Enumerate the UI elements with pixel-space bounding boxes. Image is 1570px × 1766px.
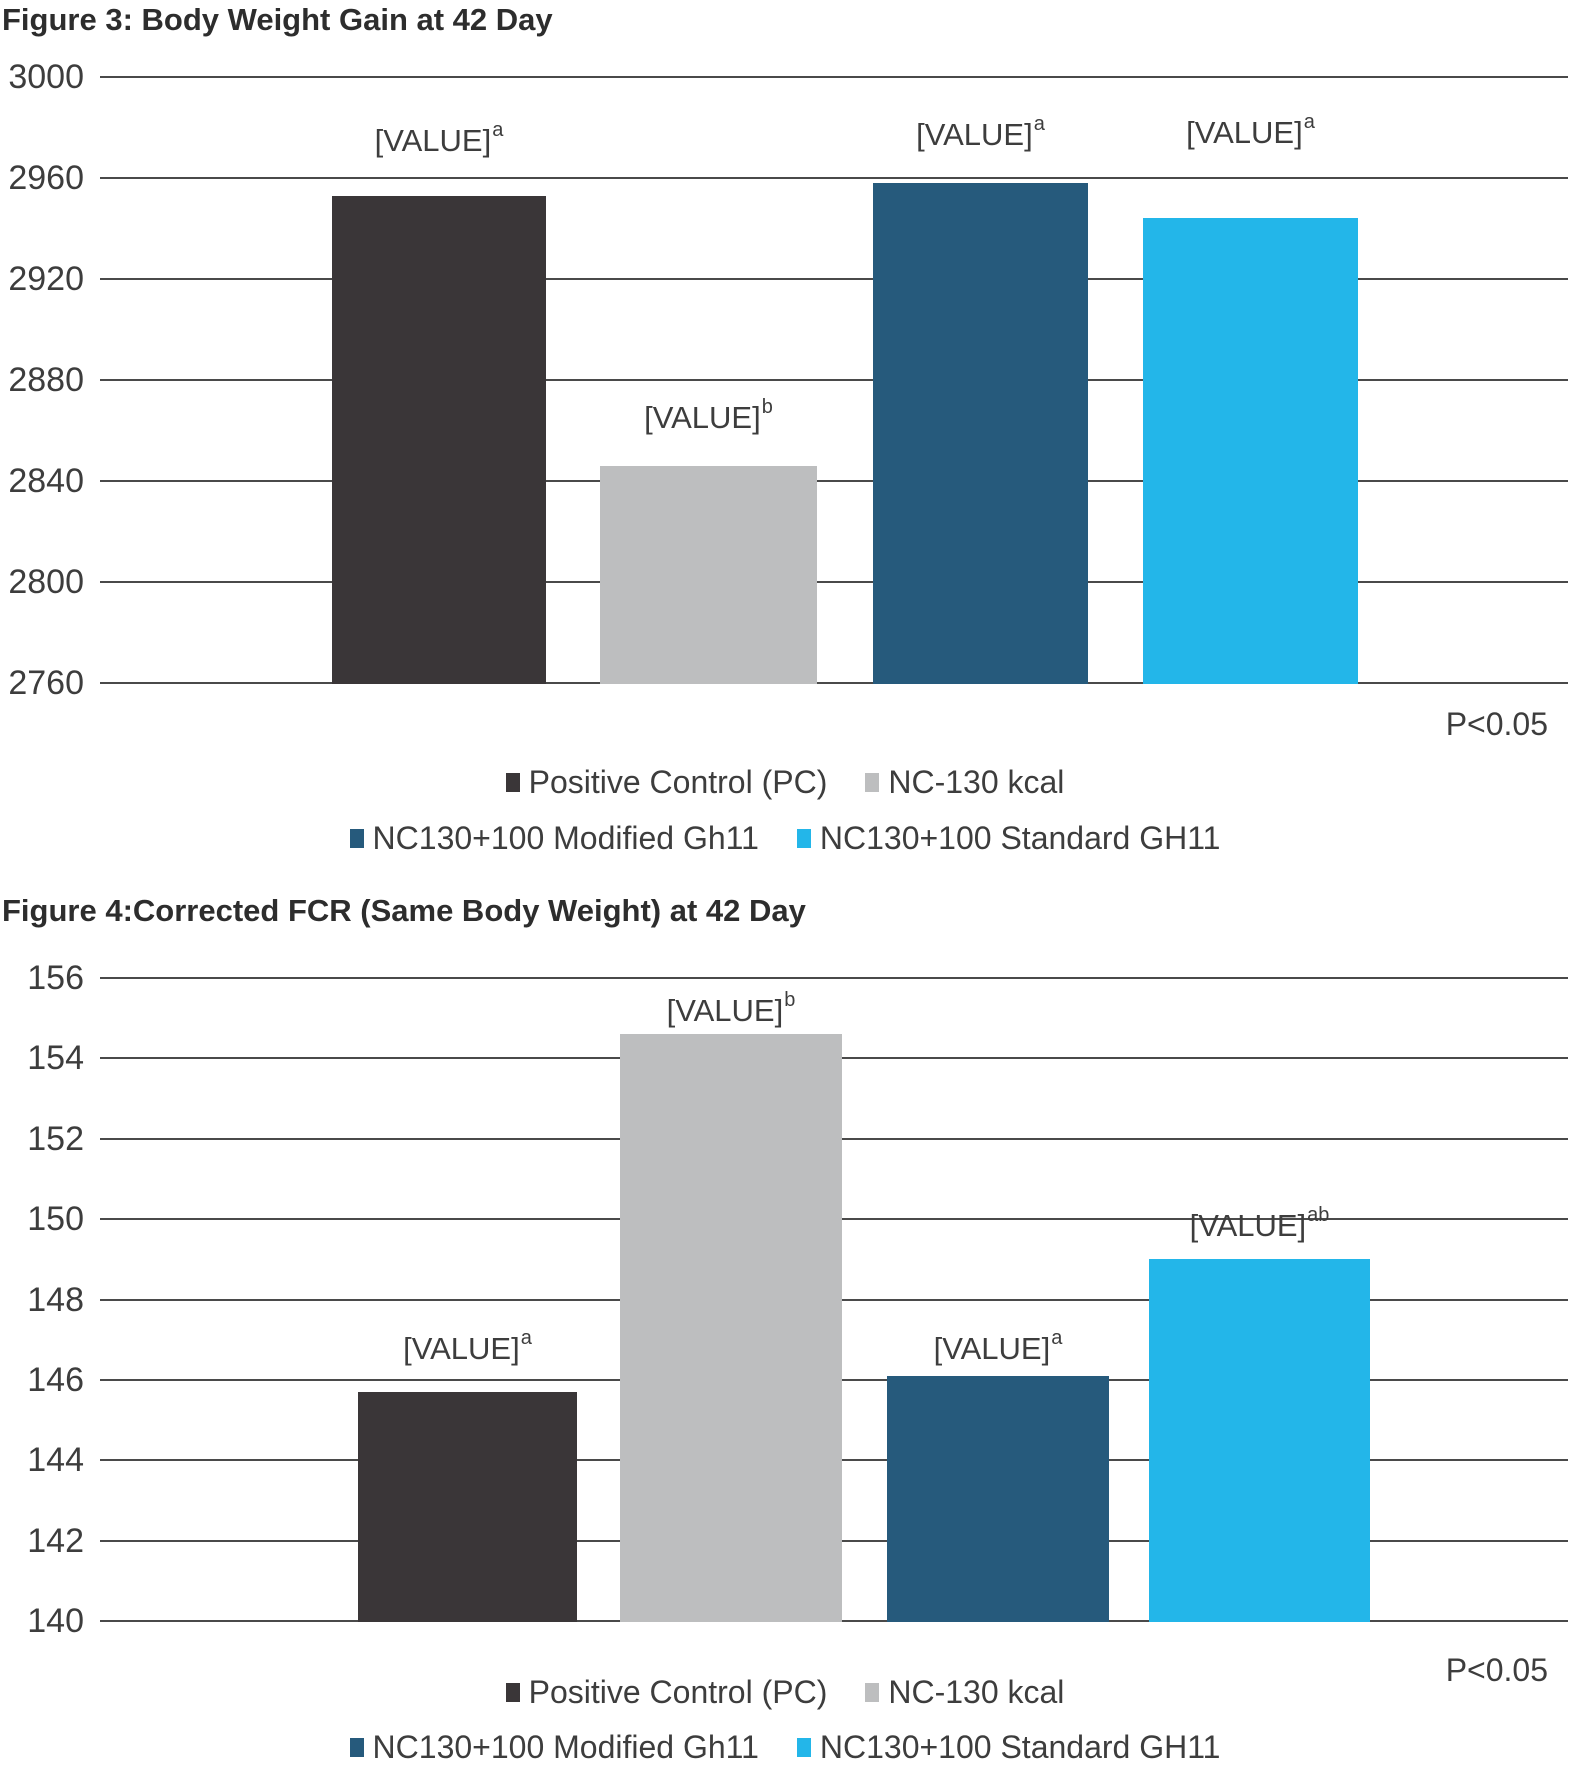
gridline (100, 682, 1568, 684)
bar-1-figure3 (332, 195, 546, 684)
gridline (100, 480, 1568, 482)
figure4-legend-row-1: Positive Control (PC) NC-130 kcal (0, 1674, 1570, 1711)
legend-marker-swatch (349, 1738, 364, 1757)
y-axis-tick-label: 156 (27, 959, 84, 997)
bar-2-figure3 (600, 465, 817, 684)
y-axis-tick-label: 2960 (8, 159, 84, 197)
legend-marker-swatch (865, 1683, 880, 1702)
legend-marker-swatch (865, 773, 880, 792)
significance-superscript: a (520, 1327, 532, 1349)
bar-value-label: [VALUE]b (644, 396, 773, 435)
gridline (100, 1137, 1568, 1140)
bar-3-figure3 (873, 183, 1088, 684)
y-axis-tick-label: 2800 (8, 563, 84, 601)
legend-marker-swatch (349, 829, 364, 848)
figure4-title: Figure 4:Corrected FCR (Same Body Weight… (2, 893, 806, 928)
bar-value-label: [VALUE]b (666, 989, 796, 1028)
bar-value-label: [VALUE]a (374, 119, 504, 158)
legend-item: Positive Control (PC) (505, 1674, 828, 1711)
gridline (100, 1459, 1568, 1462)
legend-item-label: NC130+100 Modified Gh11 (372, 820, 759, 856)
legend-item: NC130+100 Modified Gh11 (349, 1729, 759, 1766)
figure3-significance-note: P<0.05 (1445, 706, 1548, 742)
legend-marker-swatch (796, 1738, 811, 1757)
gridline (100, 1057, 1568, 1060)
gridline (100, 977, 1568, 979)
legend-item: NC130+100 Modified Gh11 (349, 820, 759, 857)
significance-superscript: a (1303, 111, 1315, 133)
legend-item-label: Positive Control (PC) (528, 764, 828, 800)
legend-marker-swatch (796, 829, 811, 848)
bar-value-label: [VALUE]ab (1189, 1204, 1330, 1243)
bar-3-figure4 (887, 1375, 1109, 1622)
bar-2-figure4 (620, 1034, 842, 1622)
y-axis-tick-label: 2760 (8, 664, 84, 702)
figure3-title: Figure 3: Body Weight Gain at 42 Day (2, 2, 553, 37)
y-axis-tick-label: 152 (27, 1119, 84, 1158)
y-axis-tick-label: 2880 (8, 361, 84, 399)
legend-item: NC130+100 Standard GH11 (796, 820, 1221, 857)
bar-4-figure3 (1143, 218, 1358, 684)
legend-item-label: Positive Control (PC) (528, 1674, 828, 1710)
gridline (100, 177, 1568, 179)
significance-superscript: a (1051, 1327, 1063, 1349)
y-axis-tick-label: 2840 (8, 462, 84, 500)
significance-superscript: ab (1307, 1204, 1330, 1226)
gridline (100, 76, 1568, 78)
legend-item-label: NC-130 kcal (888, 764, 1065, 800)
significance-superscript: a (492, 119, 504, 141)
y-axis-tick-label: 144 (27, 1441, 84, 1480)
figure3-legend-row-1: Positive Control (PC) NC-130 kcal (0, 764, 1570, 801)
gridline (100, 379, 1568, 381)
legend-item-label: NC130+100 Standard GH11 (819, 820, 1221, 856)
y-axis-tick-label: 148 (27, 1280, 84, 1319)
figure3-legend-row-2: NC130+100 Modified Gh11 NC130+100 Standar… (0, 820, 1570, 857)
gridline (100, 1620, 1568, 1622)
bar-value-label: [VALUE]a (403, 1327, 532, 1366)
significance-superscript: a (1033, 113, 1045, 135)
legend-item: NC-130 kcal (865, 1674, 1064, 1711)
y-axis-tick-label: 146 (27, 1360, 84, 1399)
gridline (100, 581, 1568, 583)
y-axis-tick-label: 154 (27, 1039, 84, 1078)
legend-item: NC-130 kcal (865, 764, 1064, 801)
gridline (100, 1539, 1568, 1542)
gridline (100, 1378, 1568, 1381)
significance-superscript: b (784, 989, 796, 1011)
gridline (100, 1298, 1568, 1301)
y-axis-tick-label: 2920 (8, 260, 84, 298)
bar-value-label: [VALUE]a (933, 1327, 1063, 1366)
legend-item-label: NC130+100 Modified Gh11 (372, 1729, 759, 1765)
gridline (100, 1218, 1568, 1221)
y-axis-tick-label: 3000 (8, 58, 84, 96)
legend-item: Positive Control (PC) (505, 764, 828, 801)
legend-item-label: NC-130 kcal (888, 1674, 1065, 1710)
y-axis-tick-label: 150 (27, 1200, 84, 1239)
bar-value-label: [VALUE]a (916, 113, 1045, 152)
bar-4-figure4 (1149, 1259, 1370, 1622)
gridline (100, 278, 1568, 280)
significance-superscript: b (761, 396, 773, 418)
figure4-legend-row-2: NC130+100 Modified Gh11 NC130+100 Standar… (0, 1729, 1570, 1766)
legend-marker-swatch (505, 773, 520, 792)
y-axis-tick-label: 142 (27, 1521, 84, 1560)
legend-item-label: NC130+100 Standard GH11 (819, 1729, 1221, 1765)
legend-item: NC130+100 Standard GH11 (796, 1729, 1221, 1766)
legend-marker-swatch (505, 1683, 520, 1702)
y-axis-tick-label: 140 (27, 1602, 84, 1640)
bar-value-label: [VALUE]a (1186, 111, 1315, 150)
bar-1-figure4 (358, 1391, 577, 1622)
figure4-significance-note: P<0.05 (1445, 1652, 1548, 1688)
